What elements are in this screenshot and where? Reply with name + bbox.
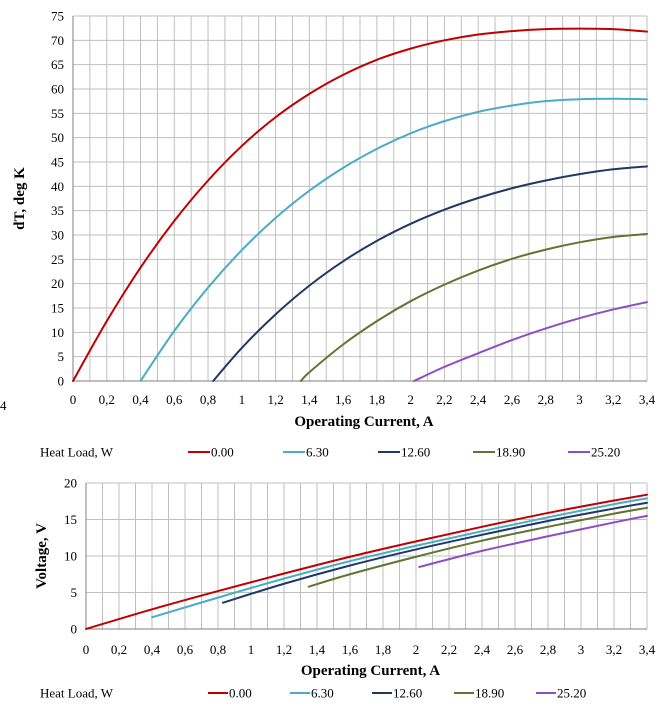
dt-y-tick-label: 20 bbox=[51, 276, 64, 291]
dt-y-tick-label: 15 bbox=[51, 301, 64, 316]
dt-y-tick-label: 10 bbox=[51, 325, 64, 340]
voltage-series-line-4 bbox=[418, 514, 648, 568]
voltage-y-tick-label: 20 bbox=[64, 476, 77, 491]
dt-y-tick-label: 25 bbox=[51, 252, 64, 267]
voltage-series-line-0 bbox=[85, 493, 648, 630]
voltage-legend-label-2: 12.60 bbox=[393, 686, 422, 701]
dt-series-line-3 bbox=[299, 233, 648, 382]
dt-legend-label-2: 12.60 bbox=[401, 445, 430, 460]
voltage-y-axis-title: Voltage, V bbox=[34, 523, 50, 589]
voltage-x-tick-label: 0,4 bbox=[144, 642, 161, 657]
dt-y-tick-label: 60 bbox=[51, 82, 64, 97]
voltage-x-tick-label: 1 bbox=[248, 642, 255, 657]
voltage-x-tick-label: 2,2 bbox=[441, 642, 457, 657]
dt-x-tick-label: 1,4 bbox=[301, 392, 318, 407]
dt-series-line-4 bbox=[413, 301, 648, 382]
voltage-series-line-2 bbox=[221, 501, 648, 604]
voltage-legend: Heat Load, W 0.00 6.30 12.60 18.90 25.20 bbox=[40, 686, 586, 701]
dt-legend-label-3: 18.90 bbox=[496, 445, 525, 460]
voltage-x-tick-label: 3 bbox=[578, 642, 585, 657]
voltage-legend-label-3: 18.90 bbox=[475, 686, 504, 701]
voltage-x-tick-label: 0,8 bbox=[210, 642, 226, 657]
voltage-legend-label-0: 0.00 bbox=[229, 686, 252, 701]
dt-y-tick-label: 0 bbox=[58, 374, 65, 389]
voltage-chart: 0 0,2 0,4 0,6 0,8 1 1,2 1,4 1,6 1,8 2 2,2 2,4 2,6 2,8 3… bbox=[34, 476, 656, 701]
voltage-series-line-3 bbox=[307, 506, 648, 588]
dt-y-tick-label: 5 bbox=[58, 349, 65, 364]
voltage-x-tick-label: 2,4 bbox=[474, 642, 491, 657]
dt-x-axis-title: Operating Current, A bbox=[294, 414, 433, 430]
voltage-y-tick-label: 10 bbox=[64, 549, 77, 564]
dt-x-tick-label: 2,2 bbox=[436, 392, 452, 407]
dt-y-tick-label: 70 bbox=[51, 33, 64, 48]
dt-x-tick-label: 0,2 bbox=[99, 392, 115, 407]
dt-y-tick-label: 45 bbox=[51, 155, 64, 170]
dt-legend-label-4: 25.20 bbox=[591, 445, 620, 460]
voltage-x-tick-label: 3,2 bbox=[606, 642, 622, 657]
dt-y-tick-label: 30 bbox=[51, 228, 64, 243]
voltage-legend-label-1: 6.30 bbox=[311, 686, 334, 701]
dt-series-line-1 bbox=[139, 97, 648, 382]
voltage-x-tick-labels: 0 0,2 0,4 0,6 0,8 1 1,2 1,4 1,6 1,8 2 2,2 2,4 2,6 2,8 3… bbox=[83, 642, 656, 657]
dt-series-group bbox=[72, 27, 648, 382]
dt-x-tick-label: 3,4 bbox=[639, 392, 656, 407]
voltage-x-tick-label: 0 bbox=[83, 642, 90, 657]
dt-series-line-0 bbox=[72, 27, 648, 382]
dt-gridlines bbox=[72, 15, 648, 382]
voltage-x-tick-label: 2,6 bbox=[507, 642, 524, 657]
voltage-x-tick-label: 0,2 bbox=[111, 642, 127, 657]
dt-x-tick-label: 2,6 bbox=[504, 392, 521, 407]
voltage-y-tick-label: 5 bbox=[71, 585, 78, 600]
dt-x-tick-label: 2,4 bbox=[470, 392, 487, 407]
voltage-x-tick-label: 1,6 bbox=[342, 642, 359, 657]
dt-legend-label-0: 0.00 bbox=[211, 445, 234, 460]
dt-x-tick-label: 1 bbox=[239, 392, 246, 407]
voltage-y-tick-label: 0 bbox=[71, 622, 78, 637]
voltage-y-tick-label: 15 bbox=[64, 512, 77, 527]
dt-x-tick-label: 1,2 bbox=[267, 392, 283, 407]
voltage-series-line-1 bbox=[151, 497, 648, 619]
dt-y-tick-label: 55 bbox=[51, 106, 64, 121]
dt-legend: Heat Load, W 0.00 6.30 12.60 18.90 25.20 bbox=[40, 445, 620, 460]
voltage-x-tick-label: 0,6 bbox=[177, 642, 194, 657]
dt-x-tick-label: 0 bbox=[70, 392, 77, 407]
dt-x-tick-label: 1,8 bbox=[369, 392, 385, 407]
dt-x-tick-label: 1,6 bbox=[335, 392, 352, 407]
dt-y-tick-label: 65 bbox=[51, 57, 64, 72]
voltage-x-tick-label: 1,8 bbox=[375, 642, 391, 657]
dt-x-tick-label: 0,8 bbox=[200, 392, 216, 407]
voltage-x-tick-label: 2,8 bbox=[540, 642, 556, 657]
voltage-x-tick-label: 3,4 bbox=[639, 642, 656, 657]
voltage-x-axis-title: Operating Current, A bbox=[301, 663, 440, 679]
voltage-gridlines bbox=[85, 482, 648, 630]
dt-x-tick-label: 3 bbox=[576, 392, 583, 407]
dt-x-tick-label: 0,6 bbox=[166, 392, 183, 407]
voltage-x-tick-label: 2 bbox=[413, 642, 420, 657]
dt-legend-label-1: 6.30 bbox=[306, 445, 329, 460]
dt-y-tick-label: 40 bbox=[51, 179, 64, 194]
dt-y-tick-label: 35 bbox=[51, 203, 64, 218]
voltage-legend-title: Heat Load, W bbox=[40, 686, 114, 701]
dt-y-tick-label: 50 bbox=[51, 130, 64, 145]
voltage-y-tick-labels: 0 5 10 15 20 bbox=[64, 476, 77, 637]
dt-y-axis-title: dT, deg K bbox=[12, 167, 28, 230]
dt-x-tick-label: 2 bbox=[407, 392, 414, 407]
dt-stray-label: 4 bbox=[0, 398, 7, 413]
dt-y-tick-labels: 0 5 10 15 20 25 30 35 40 45 50 55 60 65 70 75 bbox=[51, 9, 64, 389]
voltage-x-tick-label: 1,4 bbox=[309, 642, 326, 657]
dt-legend-title: Heat Load, W bbox=[40, 445, 114, 460]
dt-chart: 0 0,2 0,4 0,6 0,8 1 1,2 1,4 1,6 1,8 2 2,2 2,4 2,6 2,8 3… bbox=[0, 9, 656, 460]
voltage-legend-label-4: 25.20 bbox=[557, 686, 586, 701]
dt-x-tick-label: 0,4 bbox=[132, 392, 149, 407]
voltage-x-tick-label: 1,2 bbox=[276, 642, 292, 657]
dt-series-line-2 bbox=[212, 165, 648, 382]
dt-y-tick-label: 75 bbox=[51, 9, 64, 24]
dt-x-tick-label: 3,2 bbox=[605, 392, 621, 407]
dt-x-tick-labels: 0 0,2 0,4 0,6 0,8 1 1,2 1,4 1,6 1,8 2 2,2 2,4 2,6 2,8 3… bbox=[70, 392, 656, 407]
dt-x-tick-label: 2,8 bbox=[538, 392, 554, 407]
voltage-series-group bbox=[85, 493, 648, 630]
